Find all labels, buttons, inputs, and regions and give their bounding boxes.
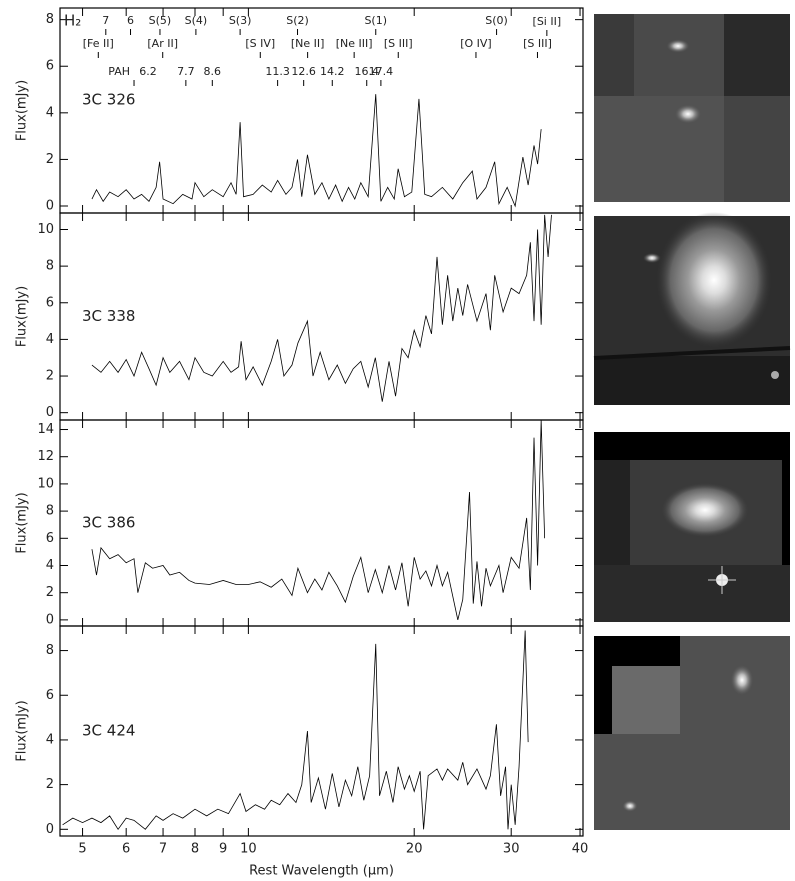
x-tick-label: 30 [503,842,520,857]
y-tick-label: 2 [46,777,54,792]
y-tick-label: 4 [46,732,54,747]
h2-line-label: S(5) [149,14,172,27]
galaxy-images [593,14,791,830]
pah-feature-label: 12.6 [291,65,316,78]
y-tick-label: 10 [37,476,54,491]
y-tick-label: 0 [46,405,54,420]
y-tick-label: 12 [37,449,54,464]
h2-line-label: S(2) [286,14,309,27]
pah-feature-label: 11.3 [265,65,290,78]
y-tick-label: 2 [46,369,54,384]
y-tick-label: 8 [46,12,54,27]
y-tick-label: 6 [46,295,54,310]
axes-frame [59,212,584,421]
y-tick-label: 6 [46,531,54,546]
source-label: 3C 386 [82,514,135,532]
ion-line-label: [Ne II] [291,37,325,50]
h2-label: H₂ [64,12,81,30]
y-tick-label: 2 [46,585,54,600]
h2-line-label: S(0) [485,14,508,27]
y-tick-label: 0 [46,612,54,627]
image-3c424 [594,636,790,830]
h2-line-label: S(1) [364,14,387,27]
h2-line-label: S(4) [185,14,208,27]
y-tick-label: 6 [46,688,54,703]
x-tick-label: 40 [572,842,589,857]
y-tick-label: 4 [46,105,54,120]
x-tick-label: 9 [219,842,227,857]
y-axis-label: Flux(mJy) [15,286,30,347]
x-tick-label: 7 [159,842,167,857]
image-3c326 [594,14,790,202]
y-tick-label: 8 [46,504,54,519]
y-tick-label: 8 [46,259,54,274]
ion-line-label: [Ar II] [147,37,178,50]
pah-feature-label: 16.4 [354,65,379,78]
ion-line-label: [Si II] [533,15,562,28]
spectrum-line [91,420,546,620]
y-tick-label: 8 [46,643,54,658]
x-tick-label: 5 [78,842,86,857]
h2-line-label: S(3) [229,14,252,27]
ion-line-label: [Fe II] [83,37,114,50]
pah-feature-label: 14.2 [320,65,345,78]
y-axis-label: Flux(mJy) [15,492,30,553]
y-tick-label: 14 [37,422,54,437]
source-label: 3C 424 [82,722,135,740]
h2-line-label: 7 [102,14,109,27]
y-tick-label: 0 [46,199,54,214]
y-tick-label: 10 [37,222,54,237]
axes-frame [59,625,584,837]
panel: 0 2 4 6 8 Flux(mJy) 3C 326 H₂ 7 6 S(5) S(4) S(3) S(2)… [15,7,584,214]
panel: 0 2 4 6 8 10 Flux(mJy) 3C 338 [15,212,584,421]
x-tick-label: 20 [406,842,423,857]
spectrum-line [91,94,542,208]
spectrum-line [62,630,529,831]
y-axis-label: Flux(mJy) [15,80,30,141]
ion-line-label: [S IV] [245,37,275,50]
ion-line-label: [Ne III] [336,37,373,50]
image-3c386 [594,432,790,622]
ion-line-label: [S III] [523,37,552,50]
y-tick-label: 4 [46,332,54,347]
x-tick-label: 8 [191,842,199,857]
spectrum-line [91,214,552,402]
x-tick-label: 10 [240,842,257,857]
axes-frame [59,419,584,627]
pah-feature-label: 6.2 [139,65,157,78]
ion-line-label: [S III] [384,37,413,50]
panel: 0 2 4 6 8 10 12 14 Flux(mJy) 3C 386 [15,419,584,627]
pah-label: PAH [108,65,130,78]
y-tick-label: 4 [46,558,54,573]
h2-line-label: 6 [127,14,134,27]
image-3c338 [593,212,791,405]
ion-line-label: [O IV] [460,37,492,50]
x-axis-label: Rest Wavelength (μm) [249,864,394,879]
source-label: 3C 338 [82,307,135,325]
panel: 0 2 4 6 8 5 6 7 8 9 10 20 30 40 Rest Wavelength (μm) Fl… [15,625,589,879]
pah-feature-label: 17.4 [369,65,394,78]
pah-feature-label: 8.6 [204,65,222,78]
pah-feature-label: 7.7 [177,65,195,78]
source-label: 3C 326 [82,91,135,109]
x-tick-label: 6 [122,842,130,857]
y-tick-label: 6 [46,59,54,74]
y-tick-label: 2 [46,152,54,167]
y-tick-label: 0 [46,822,54,837]
y-axis-label: Flux(mJy) [15,700,30,761]
